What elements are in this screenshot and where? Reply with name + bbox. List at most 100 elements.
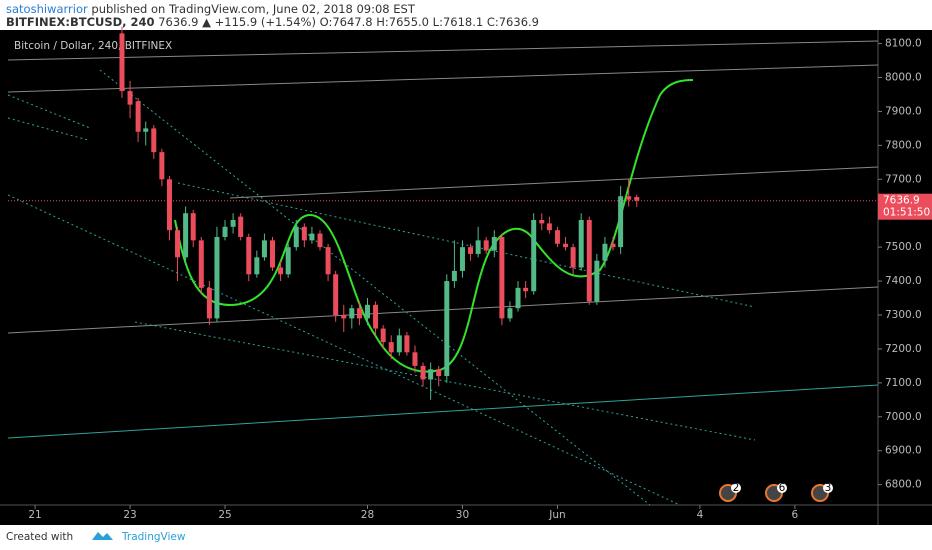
candle-body (459, 247, 465, 271)
trend-line (7, 194, 681, 506)
candle-body (285, 247, 291, 275)
candle-body (325, 247, 331, 275)
candle-body (602, 243, 608, 261)
y-tick-label: 6800.0 (885, 479, 922, 491)
y-tick-label: 6900.0 (885, 445, 922, 457)
footer-bg (0, 525, 932, 550)
candle-body (356, 308, 362, 319)
trend-line (7, 384, 879, 439)
candle-body (254, 257, 260, 275)
badge (731, 483, 741, 493)
candle-body (261, 240, 267, 258)
chart-title: Bitcoin / Dollar, 240, BITFINEX (14, 40, 172, 52)
x-tick-label: 21 (28, 509, 41, 521)
candle-body (444, 281, 450, 377)
y-tick-label: 8000.0 (885, 72, 922, 84)
candle-body (546, 223, 552, 231)
candle-body (198, 240, 204, 288)
x-tick-label: 25 (218, 509, 231, 521)
trend-line (7, 286, 879, 334)
candle-body (436, 369, 442, 377)
author[interactable]: satoshiwarrior (6, 2, 88, 16)
y-tick-label: 7500.0 (885, 241, 922, 253)
x-tick-label: 23 (123, 509, 136, 521)
candle-body (388, 342, 394, 353)
candle-body (151, 128, 157, 153)
candle-body (468, 247, 474, 254)
y-tick-label: 7800.0 (885, 139, 922, 151)
x-tick-label: Jun (548, 509, 565, 521)
candle-body (618, 196, 624, 248)
candle-body (373, 304, 379, 329)
candle-body (515, 287, 521, 309)
candle-body (317, 233, 323, 248)
y-tick-label: 7200.0 (885, 343, 922, 355)
candle-body (396, 335, 402, 353)
candle-body (404, 335, 410, 353)
trend-line (7, 40, 879, 61)
x-tick-label: 30 (456, 509, 469, 521)
candle-body (428, 369, 434, 380)
candle-body (554, 230, 560, 244)
trend-line (134, 321, 756, 441)
candle-body (166, 179, 172, 231)
candle-body (586, 220, 592, 302)
candle-body (230, 220, 236, 227)
candle-body (175, 230, 181, 258)
candle-body (309, 233, 315, 241)
symbol: BITFINEX:BTCUSD, 240 (6, 15, 155, 29)
badge-count: 2 (733, 482, 740, 494)
candle-body (206, 287, 212, 319)
countdown: 01:51:50 (883, 207, 930, 219)
candle-body (483, 240, 489, 251)
candle-body (135, 101, 141, 132)
candle-body (420, 365, 426, 380)
candle-body (634, 196, 640, 201)
footer-brand[interactable]: TradingView (121, 531, 186, 543)
header-line: satoshiwarrior published on TradingView.… (6, 2, 416, 16)
candle-body (523, 287, 529, 292)
price-tag (878, 193, 932, 220)
header-bg (0, 0, 932, 30)
candle-body (270, 240, 276, 268)
candle-body (451, 270, 457, 282)
trend-line (229, 166, 879, 199)
y-tick-label: 7100.0 (885, 377, 922, 389)
candle-body (214, 236, 220, 319)
y-tick-label: 7700.0 (885, 173, 922, 185)
y-tick-label: 8100.0 (885, 38, 922, 50)
candle-body (364, 304, 370, 319)
trend-line (99, 69, 651, 506)
x-tick-label: 6 (792, 509, 799, 521)
candle-body (333, 274, 339, 315)
candle-body (301, 226, 307, 241)
candle-body (380, 328, 386, 343)
candle-body (475, 240, 481, 254)
footer-created: Created with (6, 531, 73, 543)
y-tick-label: 7900.0 (885, 105, 922, 117)
published: published on TradingView.com, June 02, 2… (91, 2, 415, 16)
candle-body (159, 152, 165, 180)
candle-body (499, 236, 505, 319)
quote-line: BITFINEX:BTCUSD, 240 7636.9 ▲ +115.9 (+1… (6, 15, 539, 29)
candle-body (127, 91, 133, 105)
trend-line (7, 117, 89, 141)
badge-count: 6 (779, 482, 786, 494)
candle-body (531, 220, 537, 292)
candle-body (143, 128, 149, 132)
candle-body (610, 243, 616, 248)
candle-body (594, 260, 600, 302)
candle-body (119, 33, 125, 92)
y-tick-label: 7300.0 (885, 309, 922, 321)
candle-body (183, 213, 189, 258)
candle-body (246, 236, 252, 275)
trend-line (7, 64, 879, 93)
marks: 6800.0 6900.0 7000.0 7100.0 7200.0 7300.0 7400… (8, 26, 932, 521)
candle-body (349, 308, 355, 319)
candle-body (278, 267, 284, 275)
quote: 7636.9 ▲ +115.9 (+1.54%) O:7647.8 H:7655… (158, 15, 539, 29)
plot-bg (0, 30, 932, 525)
candle-body (491, 236, 497, 251)
y-tick-label: 7000.0 (885, 411, 922, 423)
